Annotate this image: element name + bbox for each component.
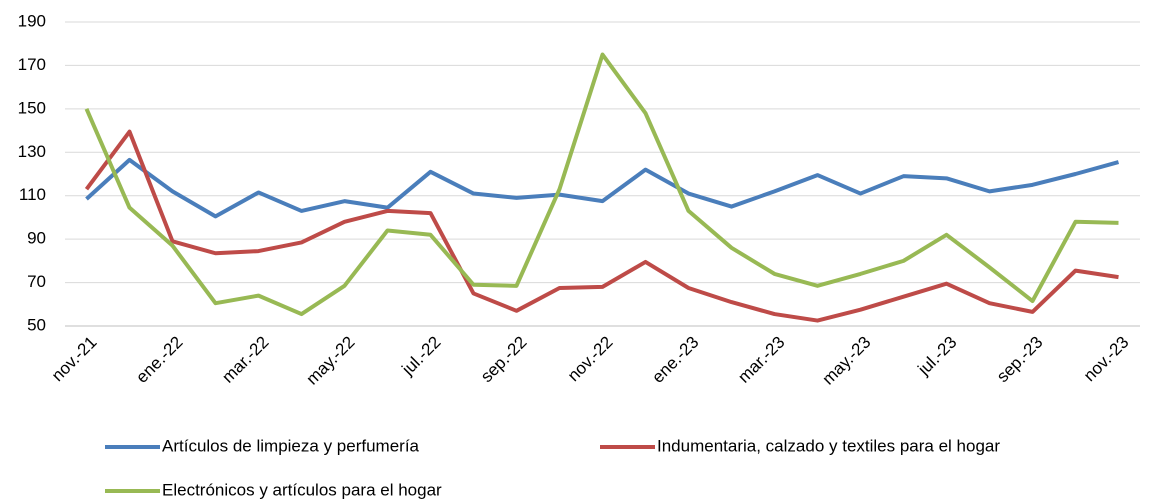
x-tick-label: nov.-21	[48, 333, 101, 386]
y-tick-label: 190	[18, 11, 46, 30]
x-tick-label: jul.-23	[914, 333, 961, 380]
x-tick-label: ene.-23	[648, 333, 702, 387]
y-tick-label: 110	[19, 185, 46, 204]
legend-label: Indumentaria, calzado y textiles para el…	[657, 436, 1000, 455]
x-tick-label: mar.-22	[218, 333, 272, 387]
x-tick-label: nov.-22	[564, 333, 617, 386]
x-tick-label: nov.-23	[1080, 333, 1133, 386]
x-tick-label: may.-23	[819, 333, 875, 389]
series-line	[84, 129, 1119, 323]
y-tick-label: 90	[27, 229, 46, 248]
x-tick-label: sep.-23	[993, 333, 1047, 387]
y-tick-label: 170	[18, 55, 46, 74]
x-tick-label: sep.-22	[477, 333, 531, 387]
y-tick-label: 70	[27, 272, 46, 291]
x-tick-label: mar.-23	[734, 333, 788, 387]
x-tick-label: ene.-22	[132, 333, 186, 387]
y-tick-label: 50	[27, 315, 46, 334]
legend-label: Electrónicos y artículos para el hogar	[162, 480, 442, 499]
series-line	[84, 52, 1119, 317]
series-line	[85, 157, 1120, 219]
x-tick-label: jul.-22	[398, 333, 445, 380]
legend-label: Artículos de limpieza y perfumería	[162, 436, 420, 455]
y-tick-label: 150	[18, 98, 46, 117]
y-tick-label: 130	[18, 142, 46, 161]
x-tick-label: may.-22	[303, 333, 359, 389]
